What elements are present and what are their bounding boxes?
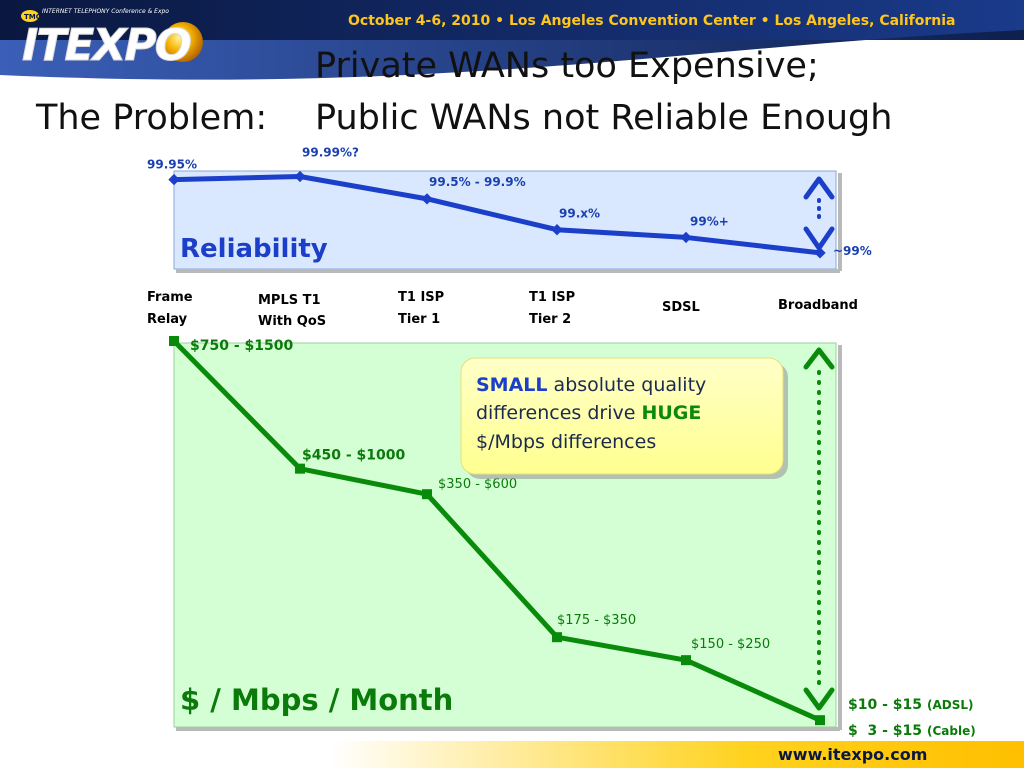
broadband-cost-labels: $10 - $15 (ADSL) $ 3 - $15 (Cable) — [848, 697, 976, 739]
reliability-value-label: ~99% — [833, 244, 872, 258]
title-line-1: Private WANs too Expensive; — [315, 46, 819, 86]
reliability-point — [168, 173, 180, 186]
reliability-range-arrow — [803, 176, 835, 251]
reliability-title: Reliability — [180, 234, 328, 264]
reliability-line — [173, 173, 821, 256]
reliability-point — [680, 231, 692, 244]
category-sdsl: SDSL — [662, 300, 700, 315]
itexpo-logo: TMC INTERNET TELEPHONY Conference & Expo… — [21, 8, 203, 72]
callout-text-2: differences drive — [476, 402, 641, 424]
reliability-panel — [173, 170, 837, 270]
cost-value-label: $450 - $1000 — [302, 448, 405, 464]
logo-small-text: INTERNET TELEPHONY Conference & Expo — [42, 8, 169, 15]
reliability-value-label: 99.5% - 99.9% — [429, 175, 526, 189]
category-broadband: Broadband — [778, 298, 858, 313]
cost-value-label: $350 - $600 — [438, 477, 517, 492]
reliability-value-label: 99%+ — [690, 214, 729, 228]
header-band: October 4-6, 2010 • Los Angeles Conventi… — [0, 0, 1024, 80]
title-line-2: Public WANs not Reliable Enough — [315, 98, 892, 138]
callout-small: SMALL — [476, 374, 548, 396]
category-t1-tier2: T1 ISP Tier 2 — [529, 290, 575, 327]
category-frame-relay: Frame Relay — [147, 290, 193, 327]
reliability-point — [551, 224, 563, 236]
cost-point — [681, 655, 691, 666]
reliability-point — [814, 247, 826, 259]
cost-point — [552, 632, 562, 643]
cost-range-arrow — [803, 347, 835, 711]
footer-band: www.itexpo.com — [330, 741, 1024, 768]
callout-line-2: differences drive HUGE — [476, 402, 701, 424]
cost-point — [422, 489, 432, 500]
callout-line-3: $/Mbps differences — [476, 431, 656, 453]
cost-point — [295, 463, 305, 474]
cost-series: $750 - $1500 $450 - $1000 $350 - $600 $175 … — [169, 336, 825, 726]
category-t1-tier1: T1 ISP Tier 1 — [398, 290, 444, 327]
logo-text: ITEXPO — [22, 20, 191, 71]
callout-line-1: SMALL absolute quality — [476, 374, 706, 396]
tmc-badge-shape — [21, 10, 39, 22]
footer-url: www.itexpo.com — [778, 745, 927, 764]
cost-value-label: $750 - $1500 — [190, 338, 293, 354]
cost-line — [172, 339, 822, 723]
reliability-point — [421, 193, 433, 205]
reliability-value-label: 99.x% — [559, 207, 600, 221]
reliability-point — [294, 170, 306, 183]
title-prefix: The Problem: — [35, 98, 267, 138]
reliability-series: 99.95% 99.99%? 99.5% - 99.9% 99.x% 99%+ ~99% — [147, 145, 872, 259]
cost-point — [815, 715, 825, 726]
reliability-value-label: 99.95% — [147, 158, 197, 172]
globe-icon — [163, 22, 203, 62]
header-sweep — [0, 30, 1024, 80]
cost-point — [169, 336, 179, 346]
cost-value-label: $150 - $250 — [691, 637, 770, 652]
reliability-value-label: 99.99%? — [302, 145, 359, 159]
callout-box: SMALL absolute quality differences drive… — [460, 357, 788, 479]
cost-title: $ / Mbps / Month — [180, 683, 453, 717]
tmc-badge: TMC — [24, 13, 41, 21]
cost-value-label: $175 - $350 — [557, 613, 636, 628]
event-line: October 4-6, 2010 • Los Angeles Conventi… — [348, 13, 955, 29]
callout-huge: HUGE — [641, 402, 701, 424]
category-labels: Frame Relay MPLS T1 With QoS T1 ISP Tier 1 … — [147, 290, 858, 329]
adsl-cost: $10 - $15 (ADSL) — [848, 697, 974, 713]
category-mpls: MPLS T1 With QoS — [258, 293, 326, 329]
callout-text-1: absolute quality — [548, 374, 707, 396]
cable-cost: $ 3 - $15 (Cable) — [848, 723, 976, 739]
